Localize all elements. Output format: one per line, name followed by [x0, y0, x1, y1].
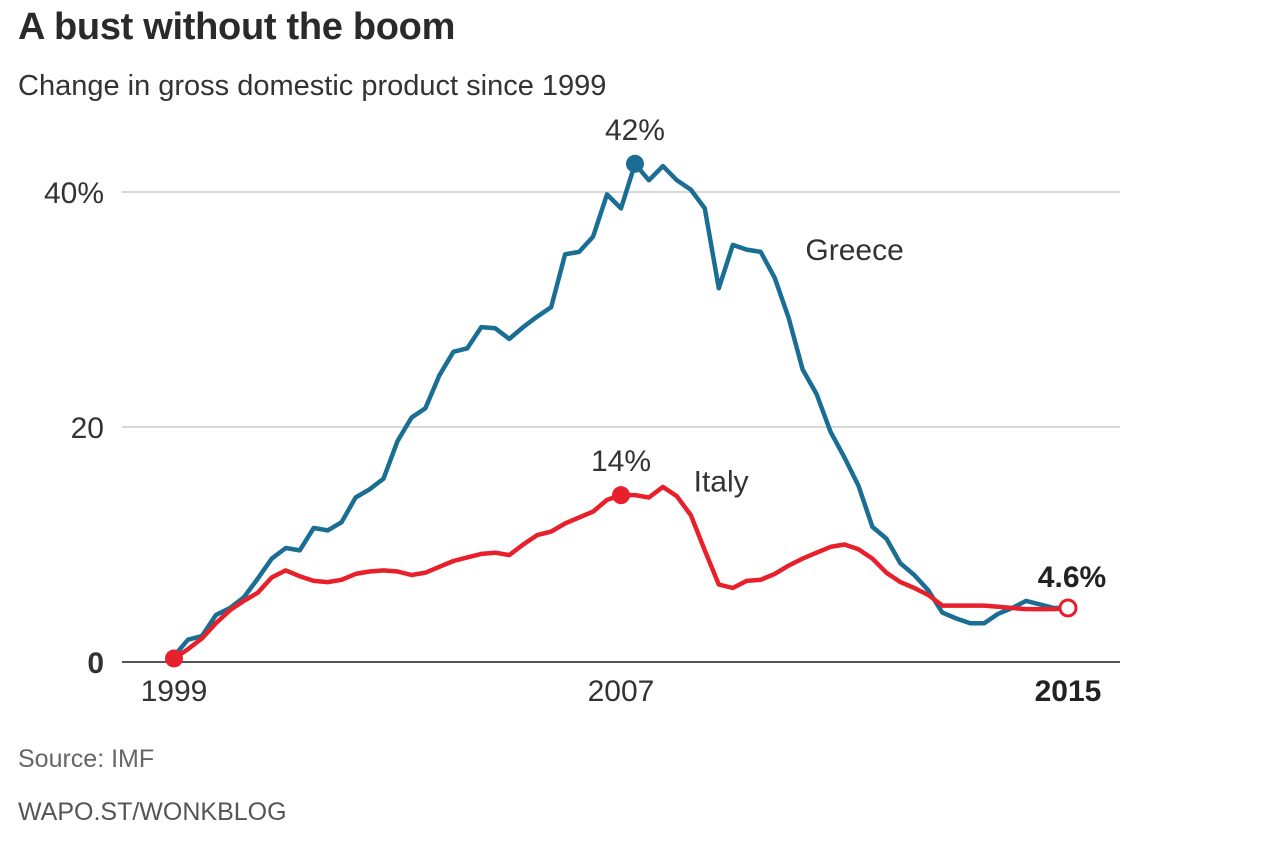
x-axis-tick-labels: 1999 2007 2015 [141, 675, 1102, 708]
y-tick-label: 0 [87, 647, 104, 680]
data-label: 14% [591, 445, 651, 478]
data-label: 42% [605, 114, 665, 147]
y-axis-tick-labels: 0 20 40% [44, 177, 104, 680]
x-tick-label: 2007 [588, 675, 655, 708]
x-tick-label: 2015 [1035, 675, 1102, 708]
series-labels: Greece Italy [694, 234, 904, 498]
credit-line: WAPO.ST/WONKBLOG [18, 798, 287, 826]
y-tick-label: 20 [71, 412, 104, 445]
series-line-greece [171, 161, 1071, 659]
peak-marker-greece [625, 154, 644, 173]
data-labels: 42% 14% 4.6% [591, 114, 1106, 594]
series-label-greece: Greece [805, 234, 903, 267]
data-label: 4.6% [1038, 561, 1106, 594]
start-marker [165, 649, 183, 668]
series-lines [171, 161, 1071, 661]
chart-title: A bust without the boom [18, 6, 456, 48]
series-label-italy: Italy [694, 466, 749, 499]
peak-marker-italy [612, 486, 630, 505]
chart-subtitle: Change in gross domestic product since 1… [18, 70, 607, 102]
gridlines [122, 191, 1120, 663]
x-tick-label: 1999 [141, 675, 208, 708]
point-markers [165, 154, 1078, 668]
source-note: Source: IMF [18, 745, 155, 773]
series-line-italy [171, 484, 1071, 661]
end-marker [1058, 598, 1078, 618]
y-tick-label: 40% [44, 177, 104, 210]
